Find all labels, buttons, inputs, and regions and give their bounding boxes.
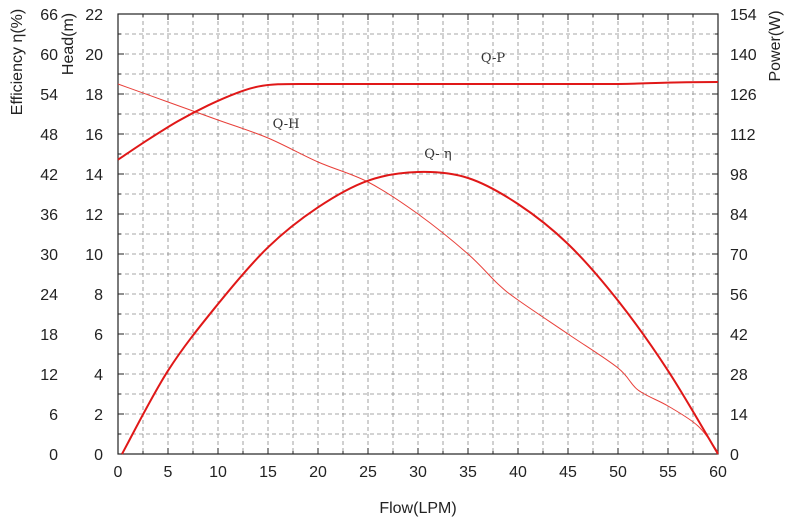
curve-label: Q-H <box>273 117 300 132</box>
head-tick-label: 6 <box>94 327 103 344</box>
head-tick-label: 4 <box>94 367 103 384</box>
efficiency-tick-label: 48 <box>40 127 58 144</box>
x-tick-label: 50 <box>609 464 627 481</box>
power-tick-label: 154 <box>730 7 757 24</box>
curve-label: Q- η <box>424 147 451 162</box>
series-layer <box>117 81 719 455</box>
efficiency-tick-label: 30 <box>40 247 58 264</box>
x-tick-label: 0 <box>114 464 123 481</box>
power-tick-label: 98 <box>730 167 748 184</box>
curve-label: Q-P <box>481 51 506 66</box>
axes: 0 5 10 15 20 25 30 35 40 45 50 55 600612182430364248… <box>40 7 757 481</box>
power-axis-title: Power(W) <box>767 10 784 81</box>
x-tick-label: 30 <box>409 464 427 481</box>
series-line-qh <box>117 83 719 453</box>
efficiency-tick-label: 60 <box>40 47 58 64</box>
head-tick-label: 22 <box>85 7 103 24</box>
efficiency-axis-title: Efficiency η(%) <box>9 9 26 115</box>
x-axis-title: Flow(LPM) <box>379 500 456 517</box>
efficiency-tick-label: 66 <box>40 7 58 24</box>
efficiency-tick-label: 6 <box>49 407 58 424</box>
x-tick-label: 35 <box>459 464 477 481</box>
head-tick-label: 2 <box>94 407 103 424</box>
head-tick-label: 18 <box>85 87 103 104</box>
efficiency-tick-label: 24 <box>40 287 58 304</box>
head-tick-label: 0 <box>94 447 103 464</box>
x-tick-label: 55 <box>659 464 677 481</box>
x-tick-label: 20 <box>309 464 327 481</box>
power-tick-label: 84 <box>730 207 748 224</box>
efficiency-tick-label: 54 <box>40 87 58 104</box>
series-line-q <box>121 170 719 455</box>
efficiency-tick-label: 36 <box>40 207 58 224</box>
power-tick-label: 56 <box>730 287 748 304</box>
power-tick-label: 0 <box>730 447 739 464</box>
power-tick-label: 70 <box>730 247 748 264</box>
power-tick-label: 14 <box>730 407 748 424</box>
curve-labels: Q-P Q-H Q- η <box>273 51 506 162</box>
power-tick-label: 112 <box>730 127 756 144</box>
head-tick-label: 12 <box>85 207 103 224</box>
power-tick-label: 42 <box>730 327 748 344</box>
efficiency-tick-label: 12 <box>40 367 58 384</box>
x-tick-label: 40 <box>509 464 527 481</box>
grid-lines <box>118 14 718 454</box>
power-tick-label: 28 <box>730 367 748 384</box>
x-tick-label: 25 <box>359 464 377 481</box>
head-tick-label: 8 <box>94 287 103 304</box>
x-tick-label: 10 <box>209 464 227 481</box>
head-tick-label: 16 <box>85 127 103 144</box>
efficiency-tick-label: 0 <box>49 447 58 464</box>
x-tick-label: 60 <box>709 464 727 481</box>
head-axis-title: Head(m) <box>60 13 77 75</box>
head-tick-label: 14 <box>85 167 103 184</box>
head-tick-label: 20 <box>85 47 103 64</box>
x-tick-label: 5 <box>164 464 173 481</box>
x-tick-label: 45 <box>559 464 577 481</box>
efficiency-tick-label: 18 <box>40 327 58 344</box>
power-tick-label: 126 <box>730 87 757 104</box>
power-tick-label: 140 <box>730 47 757 64</box>
x-tick-label: 15 <box>259 464 277 481</box>
series-line-qp <box>117 81 719 161</box>
head-tick-label: 10 <box>85 247 103 264</box>
efficiency-tick-label: 42 <box>40 167 58 184</box>
